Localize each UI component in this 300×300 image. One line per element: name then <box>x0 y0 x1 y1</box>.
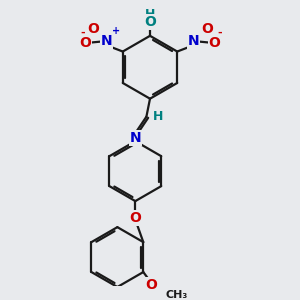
Text: O: O <box>80 36 91 50</box>
Text: H: H <box>145 8 155 21</box>
Text: N: N <box>130 131 141 145</box>
Text: O: O <box>144 15 156 29</box>
Text: O: O <box>129 211 141 225</box>
Text: CH₃: CH₃ <box>166 290 188 300</box>
Text: N: N <box>188 34 200 48</box>
Text: N: N <box>100 34 112 48</box>
Text: O: O <box>209 36 220 50</box>
Text: +: + <box>112 26 120 36</box>
Text: -: - <box>218 28 222 38</box>
Text: O: O <box>146 278 158 292</box>
Text: H: H <box>153 110 163 123</box>
Text: +: + <box>200 26 208 36</box>
Text: O: O <box>87 22 99 36</box>
Text: O: O <box>201 22 213 36</box>
Text: -: - <box>81 28 85 38</box>
